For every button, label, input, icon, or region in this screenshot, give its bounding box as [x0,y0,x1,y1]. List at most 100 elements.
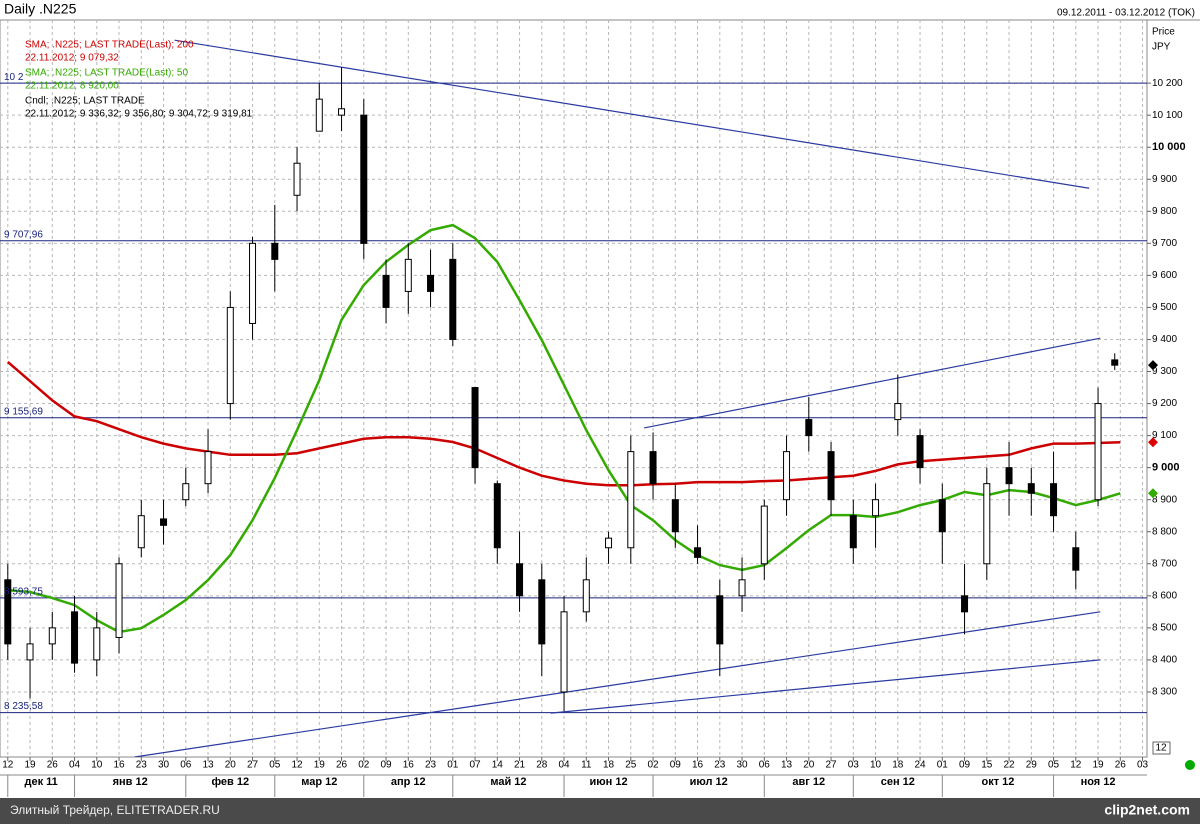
x-tick-label: 27 [825,760,837,771]
candle-body [560,611,568,693]
candle-body [716,595,724,645]
axis-label: Price [1152,27,1175,38]
x-tick-label: 07 [469,760,481,771]
month-label: июн 12 [589,776,627,788]
y-tick-label: 8 300 [1152,687,1177,698]
candle-body [983,483,991,565]
candle-body [182,483,190,501]
candle-body [805,419,813,437]
level-label: 9 155,69 [4,406,43,417]
candle-body [471,387,479,469]
x-tick-label: 09 [380,760,392,771]
y-tick-label: 8 500 [1152,623,1177,634]
candle-body [48,627,56,645]
plot [0,20,1147,757]
x-tick-label: 14 [492,760,504,771]
candle-body [1094,403,1102,501]
trendline [550,659,1101,714]
x-tick-label: 10 [870,760,882,771]
candle-body [1050,483,1058,517]
legend-detail: 22.11.2012; 9 336,32; 9 356,80; 9 304,72… [25,109,253,120]
level-label: 10 2 [4,72,24,83]
candle-body [360,114,368,244]
x-tick-label: 01 [447,760,459,771]
x-tick-label: 15 [981,760,993,771]
candle-body [582,579,590,613]
candle-body [204,451,212,485]
candle-body [493,483,501,549]
candle-body [849,515,857,549]
trendline [134,611,1101,757]
candle-body [427,274,435,292]
y-tick-label: 10 100 [1152,110,1183,121]
x-tick-label: 10 [91,760,103,771]
candle-body [226,306,234,405]
x-tick-label: 23 [136,760,148,771]
y-tick-label: 9 100 [1152,430,1177,441]
candle-body [26,643,34,661]
candle-body [382,274,390,308]
x-tick-label: 12 [291,760,303,771]
x-tick-label: 02 [358,760,370,771]
candle-body [1027,483,1035,494]
candle-body [738,579,746,597]
candle-body [404,258,412,292]
currency: JPY [1152,42,1171,53]
x-tick-label: 12 [2,760,14,771]
candle-body [694,547,702,558]
month-label: окт 12 [981,776,1014,788]
x-tick-label: 18 [892,760,904,771]
x-tick-label: 23 [714,760,726,771]
y-tick-label: 9 500 [1152,302,1177,313]
legend-name: SMA; .N225; LAST TRADE(Last); 50 [25,68,188,79]
x-tick-label: 24 [914,760,926,771]
month-label: май 12 [490,776,526,788]
month-label: апр 12 [391,776,426,788]
candle-body [271,242,279,260]
x-tick-label: 03 [1137,760,1149,771]
x-tick-label: 13 [781,760,793,771]
candle-body [916,435,924,469]
x-tick-label: 30 [158,760,170,771]
y-tick-label: 9 200 [1152,398,1177,409]
x-tick-label: 02 [647,760,659,771]
x-tick-label: 20 [803,760,815,771]
candle-body [961,595,969,613]
y-tick-label: 8 600 [1152,590,1177,601]
x-tick-label: 16 [692,760,704,771]
y-tick-label: 9 000 [1152,462,1180,474]
x-tick-label: 28 [536,760,548,771]
page-number: 12 [1155,743,1167,754]
month-label: дек 11 [25,776,58,788]
candle-body [783,451,791,501]
x-tick-label: 01 [937,760,949,771]
candle-body [671,499,679,533]
y-tick-label: 8 900 [1152,494,1177,505]
x-tick-label: 21 [514,760,526,771]
x-tick-label: 20 [225,760,237,771]
candle-body [760,505,768,565]
trendline [644,337,1101,429]
x-tick-label: 16 [113,760,125,771]
x-tick-label: 25 [625,760,637,771]
candle-body [249,242,257,324]
last-marker [1148,360,1158,371]
x-tick-label: 30 [736,760,748,771]
legend-detail: 22.11.2012; 9 079,32 [25,53,119,64]
trendline [174,39,1090,189]
candle-body [1111,359,1119,366]
x-tick-label: 09 [670,760,682,771]
month-label: янв 12 [113,776,148,788]
x-tick-label: 11 [581,760,592,771]
last-marker [1148,437,1158,448]
level-label: 8 235,58 [4,701,43,712]
y-tick-label: 9 300 [1152,366,1177,377]
sma-line [6,360,1121,487]
candle-body [827,451,835,501]
month-label: фев 12 [211,776,249,788]
y-tick-label: 9 700 [1152,238,1177,249]
x-tick-label: 12 [1070,760,1082,771]
candle-body [516,563,524,597]
x-tick-label: 06 [759,760,771,771]
